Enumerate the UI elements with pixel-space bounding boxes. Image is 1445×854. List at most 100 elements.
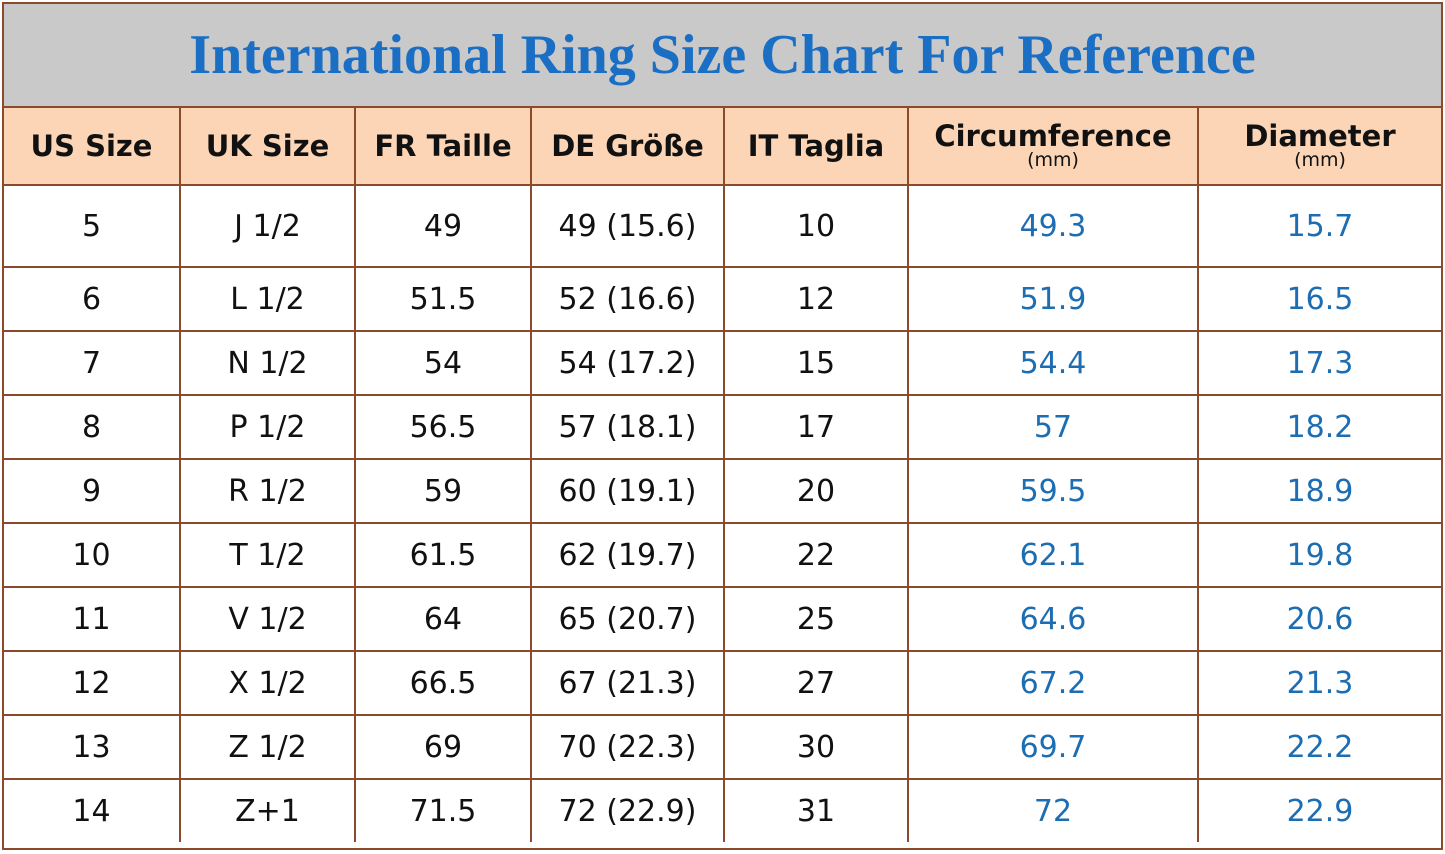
table-cell: 67.2 (907, 650, 1199, 716)
table-cell: 49 (354, 185, 532, 268)
table-cell: L 1/2 (179, 266, 356, 332)
table-cell: 9 (4, 458, 181, 524)
header-label: Diameter (1244, 118, 1396, 153)
table-cell: 57 (18.1) (530, 394, 725, 460)
header-label: IT Taglia (747, 128, 885, 163)
table-cell: 59.5 (907, 458, 1199, 524)
table-cell: 49 (15.6) (530, 185, 725, 268)
table-cell: 54 (354, 330, 532, 396)
table-cell: 10 (723, 185, 909, 268)
table-cell: 22.9 (1197, 778, 1441, 842)
column-header: DE Größe (530, 108, 725, 186)
table-cell: 72 (907, 778, 1199, 842)
table-cell: 10 (4, 522, 181, 588)
table-cell: 22 (723, 522, 909, 588)
chart-title: International Ring Size Chart For Refere… (4, 4, 1441, 108)
table-cell: V 1/2 (179, 586, 356, 652)
table-cell: 16.5 (1197, 266, 1441, 332)
column-header: Circumference (mm) (907, 108, 1199, 186)
table-cell: 72 (22.9) (530, 778, 725, 842)
table-cell: Z+1 (179, 778, 356, 842)
table-cell: Z 1/2 (179, 714, 356, 780)
table-cell: P 1/2 (179, 394, 356, 460)
header-unit: (mm) (1294, 149, 1346, 172)
table-cell: N 1/2 (179, 330, 356, 396)
table-cell: 59 (354, 458, 532, 524)
table-cell: 54.4 (907, 330, 1199, 396)
table-cell: X 1/2 (179, 650, 356, 716)
table-cell: 69 (354, 714, 532, 780)
table-cell: 60 (19.1) (530, 458, 725, 524)
column-header: IT Taglia (723, 108, 909, 186)
table-cell: 69.7 (907, 714, 1199, 780)
table-cell: 14 (4, 778, 181, 842)
table-cell: 13 (4, 714, 181, 780)
size-table: US Size UK Size FR Taille DE Größe IT Taglia… (4, 108, 1441, 842)
table-cell: 18.2 (1197, 394, 1441, 460)
table-cell: 11 (4, 586, 181, 652)
table-cell: 71.5 (354, 778, 532, 842)
table-cell: 8 (4, 394, 181, 460)
table-cell: 17 (723, 394, 909, 460)
header-row: US Size UK Size FR Taille DE Größe IT Taglia… (4, 108, 1441, 186)
table-cell: 12 (4, 650, 181, 716)
table-cell: 12 (723, 266, 909, 332)
table-cell: 65 (20.7) (530, 586, 725, 652)
table-cell: 67 (21.3) (530, 650, 725, 716)
table-cell: 54 (17.2) (530, 330, 725, 396)
table-cell: 21.3 (1197, 650, 1441, 716)
header-unit: (mm) (1027, 149, 1079, 172)
header-label: FR Taille (374, 128, 512, 163)
table-cell: 62 (19.7) (530, 522, 725, 588)
table-cell: 5 (4, 185, 181, 268)
table-cell: 27 (723, 650, 909, 716)
column-header: UK Size (179, 108, 356, 186)
column-header: Diameter (mm) (1197, 108, 1441, 186)
table-cell: 51.5 (354, 266, 532, 332)
table-cell: 20.6 (1197, 586, 1441, 652)
table-cell: 56.5 (354, 394, 532, 460)
table-cell: 20 (723, 458, 909, 524)
header-label: Circumference (934, 118, 1172, 153)
table-cell: 66.5 (354, 650, 532, 716)
table-cell: 15.7 (1197, 185, 1441, 268)
table-cell: 25 (723, 586, 909, 652)
table-cell: 57 (907, 394, 1199, 460)
table-cell: 18.9 (1197, 458, 1441, 524)
header-label: US Size (30, 128, 153, 163)
table-row: 10 T 1/2 61.5 62 (19.7) 22 62.1 19.8 (4, 522, 1441, 588)
table-row: 13 Z 1/2 69 70 (22.3) 30 69.7 22.2 (4, 714, 1441, 780)
table-cell: 22.2 (1197, 714, 1441, 780)
table-cell: 70 (22.3) (530, 714, 725, 780)
header-label: UK Size (205, 128, 330, 163)
table-cell: 19.8 (1197, 522, 1441, 588)
table-cell: R 1/2 (179, 458, 356, 524)
table-cell: 64 (354, 586, 532, 652)
table-cell: T 1/2 (179, 522, 356, 588)
table-row: 12 X 1/2 66.5 67 (21.3) 27 67.2 21.3 (4, 650, 1441, 716)
table-cell: 15 (723, 330, 909, 396)
table-row: 14 Z+1 71.5 72 (22.9) 31 72 22.9 (4, 778, 1441, 842)
column-header: US Size (4, 108, 181, 186)
table-cell: 64.6 (907, 586, 1199, 652)
table-cell: 51.9 (907, 266, 1199, 332)
table-cell: 31 (723, 778, 909, 842)
table-cell: 61.5 (354, 522, 532, 588)
table-row: 11 V 1/2 64 65 (20.7) 25 64.6 20.6 (4, 586, 1441, 652)
table-cell: 7 (4, 330, 181, 396)
table-cell: 30 (723, 714, 909, 780)
table-cell: 62.1 (907, 522, 1199, 588)
table-cell: 17.3 (1197, 330, 1441, 396)
column-header: FR Taille (354, 108, 532, 186)
table-cell: 52 (16.6) (530, 266, 725, 332)
table-cell: J 1/2 (179, 185, 356, 268)
table-cell: 49.3 (907, 185, 1199, 268)
